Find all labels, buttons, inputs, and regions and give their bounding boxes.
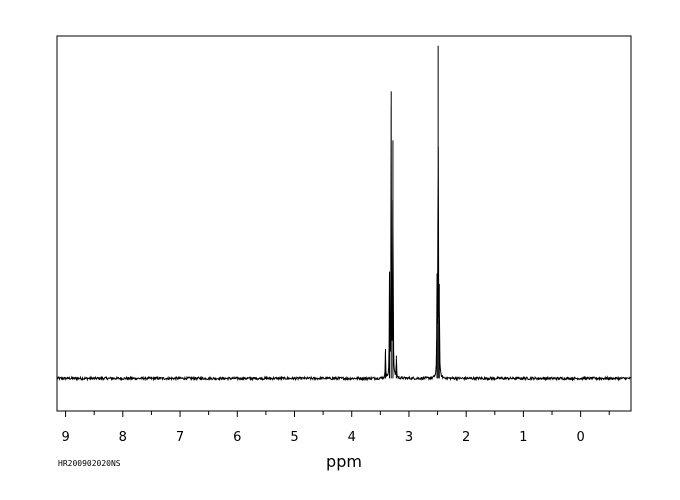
x-tick-label: 1 bbox=[519, 430, 527, 445]
x-tick-label: 7 bbox=[176, 430, 184, 445]
x-tick-label: 3 bbox=[405, 430, 413, 445]
spectrum-trace bbox=[56, 45, 632, 382]
x-tick-label: 4 bbox=[348, 430, 356, 445]
x-axis-tick-labels: 9 8 7 6 5 4 3 2 1 0 bbox=[61, 430, 584, 445]
x-tick-label: 9 bbox=[61, 430, 69, 445]
x-axis-ticks bbox=[65, 411, 610, 417]
x-tick-label: 2 bbox=[462, 430, 470, 445]
x-tick-label: 5 bbox=[290, 430, 298, 445]
plot-frame bbox=[56, 35, 632, 412]
x-tick-label: 0 bbox=[576, 430, 584, 445]
x-tick-label: 8 bbox=[119, 430, 127, 445]
sample-id-label: HR200902020NS bbox=[58, 459, 121, 468]
x-axis-title: ppm bbox=[326, 452, 362, 471]
x-tick-label: 6 bbox=[233, 430, 241, 445]
